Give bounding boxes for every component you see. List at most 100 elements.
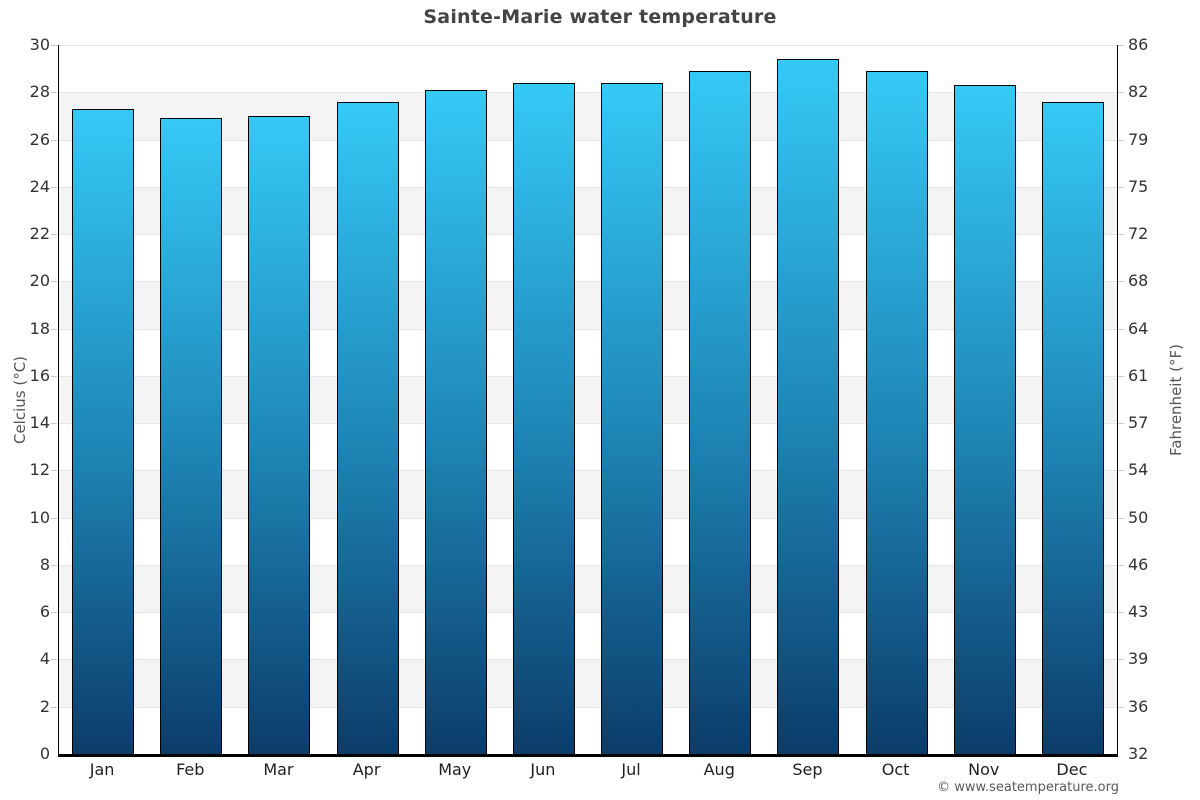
y-tick-label-fahrenheit: 50 [1128,507,1149,527]
bar-nov[interactable] [953,85,1016,754]
tick-mark-right [1118,92,1124,94]
x-tick-label-apr: Apr [352,760,381,779]
y-tick-label-celsius: 2 [39,696,50,716]
tick-mark-left [51,706,57,708]
gridline [59,706,1117,708]
y-tick-label-celsius: 0 [39,744,50,763]
bar-sep[interactable] [777,59,840,754]
tick-mark-right [1118,328,1124,330]
plot-area [58,45,1118,757]
background-band [59,470,1117,518]
background-band [59,564,1117,613]
x-tick-label-jul: Jul [621,760,641,779]
x-tick-label-mar: Mar [263,760,294,779]
y-tick-label-celsius: 30 [29,35,50,54]
y-tick-label-celsius: 18 [29,318,50,338]
x-tick-label-may: May [438,760,472,779]
y-tick-label-celsius: 26 [29,129,50,149]
bar-dec[interactable] [1041,101,1104,754]
background-band [59,45,1117,93]
y-tick-label-celsius: 22 [29,224,50,244]
tick-mark-right [1118,281,1124,283]
tick-mark-right [1118,186,1124,188]
tick-mark-right [1118,139,1124,141]
bar-mar[interactable] [248,115,311,754]
y-tick-label-celsius: 8 [39,554,50,574]
gridline [59,423,1117,425]
bar-may[interactable] [424,89,487,754]
bar-oct[interactable] [865,71,928,754]
y-tick-label-celsius: 28 [29,82,50,102]
chart-title: Sainte-Marie water temperature [423,6,777,28]
y-tick-label-fahrenheit: 61 [1128,365,1149,385]
tick-mark-right [1118,45,1124,46]
gridline [59,564,1117,566]
background-band [59,186,1117,235]
tick-mark-left [51,470,57,472]
background-band [59,281,1117,329]
tick-mark-left [51,612,57,614]
y-tick-label-celsius: 24 [29,176,50,196]
background-band [59,706,1117,754]
tick-mark-right [1118,612,1124,614]
tick-mark-left [51,281,57,283]
tick-mark-left [51,375,57,377]
y-tick-label-fahrenheit: 79 [1128,129,1149,149]
bar-feb[interactable] [160,118,223,754]
gridline [59,328,1117,330]
y-tick-label-fahrenheit: 39 [1128,649,1149,669]
tick-mark-left [51,659,57,661]
y-tick-label-fahrenheit: 57 [1128,413,1149,433]
tick-mark-right [1118,423,1124,425]
tick-mark-right [1118,234,1124,236]
tick-mark-left [51,45,57,46]
tick-mark-left [51,423,57,425]
background-band [59,423,1117,471]
bar-jun[interactable] [512,82,575,754]
background-band [59,612,1117,660]
gridline [59,234,1117,236]
gridline [59,375,1117,377]
gridline [59,139,1117,141]
bar-aug[interactable] [689,71,752,754]
background-band [59,517,1117,565]
gridline [59,186,1117,188]
tick-mark-right [1118,375,1124,377]
background-band [59,659,1117,707]
y-tick-label-fahrenheit: 64 [1128,318,1149,338]
y-tick-label-celsius: 10 [29,507,50,527]
tick-mark-right [1118,517,1124,519]
background-band [59,234,1117,282]
tick-mark-left [51,564,57,566]
x-tick-label-feb: Feb [176,760,205,779]
x-tick-label-nov: Nov [968,760,1000,779]
bar-apr[interactable] [336,101,399,754]
x-tick-label-jun: Jun [530,760,556,779]
y-tick-label-celsius: 4 [39,649,50,669]
y-tick-label-fahrenheit: 46 [1128,554,1149,574]
y-tick-label-fahrenheit: 68 [1128,271,1149,291]
y-tick-label-celsius: 12 [29,460,50,480]
background-band [59,328,1117,376]
background-band [59,92,1117,140]
y-tick-label-celsius: 6 [39,602,50,622]
tick-mark-left [51,517,57,519]
y-tick-label-fahrenheit: 72 [1128,224,1149,244]
gridline [59,659,1117,661]
y-tick-label-fahrenheit: 43 [1128,602,1149,622]
y-tick-label-fahrenheit: 86 [1128,35,1149,54]
bar-jan[interactable] [72,108,135,754]
gridline [59,281,1117,283]
x-tick-label-oct: Oct [881,760,910,779]
y-tick-label-fahrenheit: 54 [1128,460,1149,480]
bar-jul[interactable] [601,82,664,754]
tick-mark-left [51,92,57,94]
tick-mark-left [51,186,57,188]
gridline [59,45,1117,46]
tick-mark-right [1118,470,1124,472]
background-band [59,375,1117,424]
y-tick-label-celsius: 14 [29,413,50,433]
x-tick-label-aug: Aug [703,760,735,779]
credit-link[interactable]: © www.seatemperature.org [937,780,1119,795]
